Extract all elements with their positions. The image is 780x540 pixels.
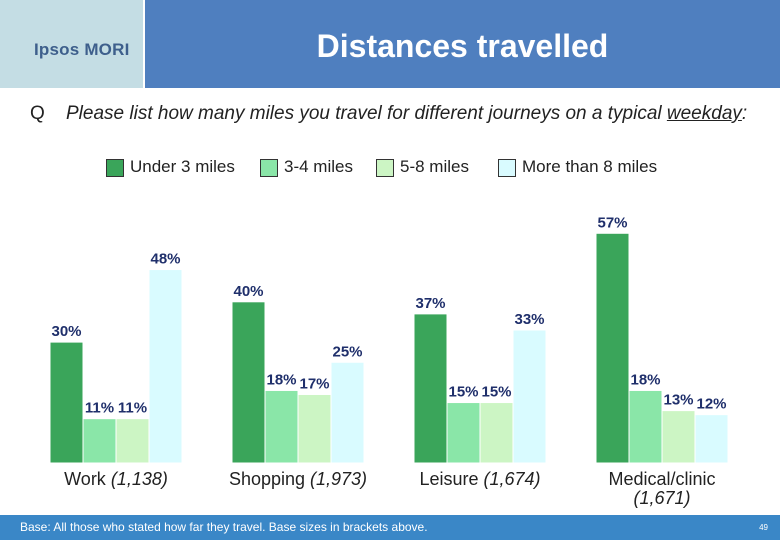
bar-shopping-more-than-8-miles (330, 361, 365, 464)
bar-work-under-3-miles (49, 341, 84, 464)
question-letter: Q (30, 103, 45, 124)
data-label-leisure-3-4-miles: 15% (448, 384, 478, 401)
bar-medical-clinic-5-8-miles (661, 410, 696, 464)
category-label-leisure: Leisure (1,674) (419, 469, 540, 489)
data-label-leisure-5-8-miles: 15% (481, 384, 511, 401)
page-title: Distances travelled (316, 28, 609, 64)
category-label-shopping: Shopping (1,973) (229, 469, 367, 489)
data-label-medical-clinic-more-than-8-miles: 12% (696, 396, 726, 413)
data-label-work-more-than-8-miles: 48% (150, 251, 180, 268)
data-label-leisure-under-3-miles: 37% (415, 295, 445, 312)
footer-bar: Base: All those who stated how far they … (0, 515, 780, 540)
bar-leisure-5-8-miles (479, 402, 514, 464)
legend-swatch-3to4 (260, 159, 278, 177)
question-body: Please list how many miles you travel fo… (66, 104, 766, 124)
bar-shopping-under-3-miles (231, 301, 266, 464)
legend-swatch-5to8 (376, 159, 394, 177)
legend-label-under3: Under 3 miles (130, 157, 235, 176)
ipsos-mori-logo: Ipsos MORI (34, 40, 130, 59)
base-note: Base: All those who stated how far they … (20, 520, 428, 534)
bar-work-3-4-miles (82, 418, 117, 464)
bar-shopping-3-4-miles (264, 389, 299, 464)
header-bar: Ipsos MORI Distances travelled (0, 0, 780, 88)
bar-work-5-8-miles (115, 418, 150, 464)
data-label-shopping-more-than-8-miles: 25% (332, 343, 362, 360)
bar-leisure-3-4-miles (446, 402, 481, 464)
data-label-shopping-3-4-miles: 18% (266, 371, 296, 388)
data-label-work-5-8-miles: 11% (118, 400, 147, 417)
bar-medical-clinic-3-4-miles (628, 389, 663, 464)
data-label-medical-clinic-under-3-miles: 57% (597, 214, 627, 231)
data-label-shopping-5-8-miles: 17% (299, 375, 329, 392)
bar-leisure-more-than-8-miles (512, 329, 547, 464)
legend-swatch-under3 (106, 159, 124, 177)
data-label-work-3-4-miles: 11% (85, 400, 114, 417)
legend-label-5to8: 5-8 miles (400, 157, 469, 176)
bar-leisure-under-3-miles (413, 313, 448, 464)
data-label-work-under-3-miles: 30% (51, 323, 81, 340)
bar-medical-clinic-under-3-miles (595, 232, 630, 464)
bar-medical-clinic-more-than-8-miles (694, 414, 729, 464)
question-underlined-word: weekday (666, 103, 742, 124)
data-label-shopping-under-3-miles: 40% (233, 283, 263, 300)
category-label-medical-clinic: Medical/clinic (1,671) (608, 469, 715, 508)
legend-swatch-over8 (498, 159, 516, 177)
category-label-work: Work (1,138) (64, 469, 168, 489)
data-label-medical-clinic-3-4-miles: 18% (630, 371, 660, 388)
logo-panel: Ipsos MORI (0, 0, 145, 88)
bar-work-more-than-8-miles (148, 269, 183, 464)
data-label-leisure-more-than-8-miles: 33% (514, 311, 544, 328)
legend-label-3to4: 3-4 miles (284, 157, 353, 176)
page-number: 49 (759, 523, 768, 532)
grouped-bar-chart: 30%11% 11%48%Work (1,138)40%18% 17%25%Shop… (49, 214, 729, 508)
question-text-after: : (741, 103, 748, 124)
bar-shopping-5-8-miles (297, 393, 332, 464)
question-text-before: Please list how many miles you travel fo… (66, 103, 667, 124)
data-label-medical-clinic-5-8-miles: 13% (663, 392, 693, 409)
legend-label-over8: More than 8 miles (522, 157, 658, 176)
